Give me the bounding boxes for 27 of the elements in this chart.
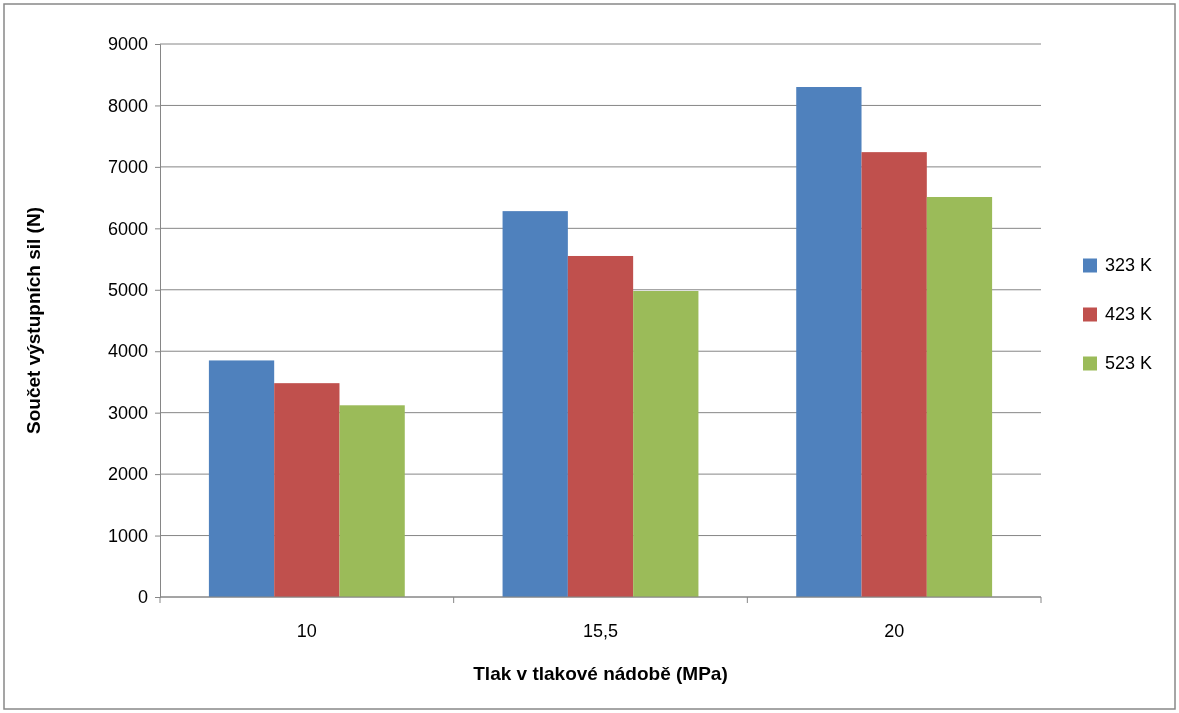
bar xyxy=(567,255,634,597)
y-tick-label: 1000 xyxy=(107,525,148,546)
x-tick-label: 15,5 xyxy=(582,621,619,641)
legend-label: 523 K xyxy=(1105,352,1153,373)
y-tick-label: 9000 xyxy=(107,34,148,55)
bar xyxy=(502,211,568,597)
bar xyxy=(633,291,699,597)
bar xyxy=(926,197,993,597)
y-tick-label: 2000 xyxy=(107,464,148,485)
y-tick-label: 4000 xyxy=(107,341,148,362)
x-tick-label: 10 xyxy=(296,621,317,641)
bar xyxy=(274,383,340,597)
y-tick-label: 5000 xyxy=(107,280,148,301)
bar xyxy=(208,360,275,597)
y-tick-label: 8000 xyxy=(107,95,148,116)
bar xyxy=(796,87,862,597)
x-axis-title: Tlak v tlakové nádobě (MPa) xyxy=(473,663,728,684)
y-tick-label: 7000 xyxy=(107,157,148,178)
legend-label: 423 K xyxy=(1105,303,1153,324)
legend-label: 323 K xyxy=(1105,254,1153,275)
y-tick-label: 3000 xyxy=(107,402,148,423)
bar xyxy=(339,405,405,597)
x-tick-label: 20 xyxy=(884,621,905,641)
y-tick-label: 0 xyxy=(137,587,148,608)
bar xyxy=(861,152,927,597)
y-axis-title: Součet výstupních sil (N) xyxy=(23,207,44,434)
y-tick-label: 6000 xyxy=(107,218,148,239)
